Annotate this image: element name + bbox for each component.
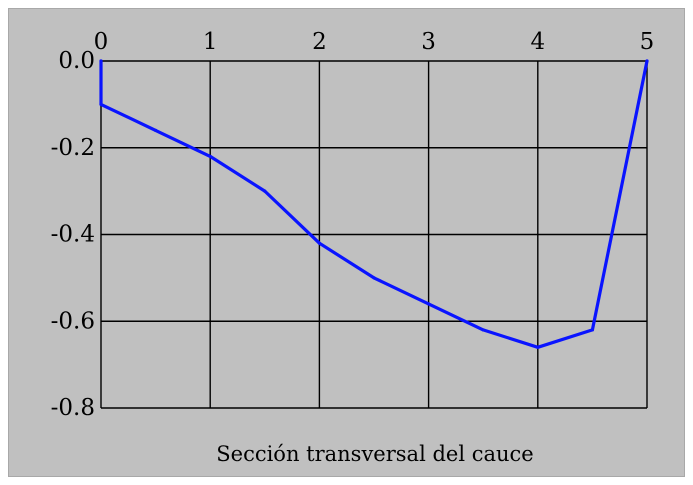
- series-0-point-10: [590, 328, 595, 332]
- series-0-point-3: [208, 154, 212, 159]
- x-tick-label-4: 4: [530, 29, 545, 55]
- series-0-point-7: [427, 302, 431, 306]
- y-tick-label-3: -0.6: [51, 308, 95, 334]
- x-axis-label: Sección transversal del cauce: [216, 442, 533, 466]
- series-0-point-11: [645, 59, 649, 63]
- y-tick-label-0: 0.0: [58, 48, 95, 74]
- cross-section-chart: 0 1 2 3 4 5 0.0 -0.2 -0.4 -0.6 -0.8 Sección trans…: [51, 29, 655, 466]
- series-layer: [99, 59, 649, 349]
- y-tick-label-1: -0.2: [51, 135, 95, 161]
- y-tick-labels: 0.0 -0.2 -0.4 -0.6 -0.8: [51, 48, 95, 421]
- x-tick-label-0: 0: [94, 29, 109, 55]
- series-line-0: [99, 59, 649, 349]
- x-tick-label-5: 5: [640, 29, 655, 55]
- y-tick-label-4: -0.8: [51, 395, 95, 421]
- grid-lines: [100, 60, 648, 409]
- x-tick-label-1: 1: [203, 29, 218, 55]
- series-0-point-5: [317, 241, 321, 245]
- series-0-point-4: [263, 189, 267, 193]
- series-0-point-9: [536, 345, 540, 349]
- series-0-point-6: [372, 276, 376, 280]
- x-tick-label-2: 2: [312, 29, 327, 55]
- series-0-point-8: [481, 328, 485, 332]
- series-0-point-0: [99, 59, 103, 63]
- x-tick-label-3: 3: [421, 29, 436, 55]
- series-0-point-2: [154, 128, 158, 132]
- series-0-point-1: [99, 102, 103, 106]
- chart-panel: 0 1 2 3 4 5 0.0 -0.2 -0.4 -0.6 -0.8 Sección trans…: [8, 8, 685, 477]
- x-tick-labels: 0 1 2 3 4 5: [94, 29, 655, 55]
- y-tick-label-2: -0.4: [51, 222, 95, 248]
